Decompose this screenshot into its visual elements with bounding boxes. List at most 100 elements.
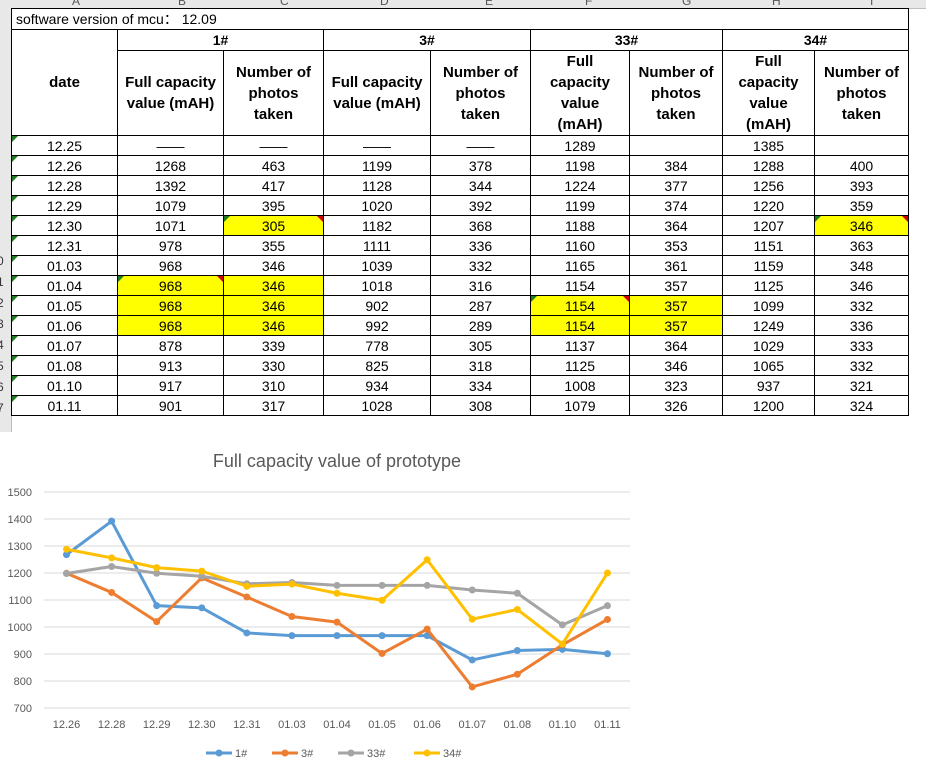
table-cell[interactable]: 1220 [722,195,815,216]
table-cell[interactable]: 1125 [530,355,630,376]
table-cell[interactable]: 463 [223,155,324,176]
table-cell[interactable]: 1151 [722,235,815,256]
table-cell[interactable]: 336 [814,315,909,336]
table-cell[interactable]: 1224 [530,175,630,196]
date-cell[interactable]: 01.08 [11,355,118,376]
table-cell[interactable]: 1018 [323,275,431,296]
table-cell[interactable]: 1137 [530,335,630,356]
table-cell[interactable]: 1159 [722,255,815,276]
table-cell[interactable]: —— [117,135,224,156]
table-cell[interactable]: 305 [223,215,324,236]
photos-header[interactable]: Number of photos taken [223,50,324,136]
date-cell[interactable]: 01.11 [11,395,118,416]
group-header[interactable]: 34# [722,29,909,51]
column-letter[interactable]: E [485,0,494,8]
table-cell[interactable]: 1028 [323,395,431,416]
table-cell[interactable]: —— [430,135,531,156]
table-cell[interactable]: 378 [430,155,531,176]
table-cell[interactable]: 305 [430,335,531,356]
table-cell[interactable]: 1154 [530,315,630,336]
table-cell[interactable]: 324 [814,395,909,416]
version-cell[interactable]: software version of mcu： 12.09 [11,8,909,30]
table-cell[interactable]: 968 [117,295,224,316]
photos-header[interactable]: Number of photos taken [814,50,909,136]
date-cell[interactable]: 12.29 [11,195,118,216]
table-cell[interactable]: 1199 [323,155,431,176]
column-letter[interactable]: G [682,0,692,8]
date-cell[interactable]: 12.25 [11,135,118,156]
table-cell[interactable]: 310 [223,375,324,396]
row-number[interactable]: 7 [0,401,4,415]
date-cell[interactable]: 12.26 [11,155,118,176]
table-cell[interactable]: 1071 [117,215,224,236]
table-cell[interactable]: 355 [223,235,324,256]
table-cell[interactable]: 992 [323,315,431,336]
table-cell[interactable]: 978 [117,235,224,256]
column-letter[interactable]: I [870,0,874,8]
table-cell[interactable]: 917 [117,375,224,396]
table-cell[interactable]: 395 [223,195,324,216]
table-cell[interactable]: 334 [430,375,531,396]
date-cell[interactable]: 12.31 [11,235,118,256]
row-number[interactable]: 6 [0,380,4,394]
table-cell[interactable]: 1111 [323,235,431,256]
table-cell[interactable]: 326 [629,395,723,416]
table-cell[interactable]: 1385 [722,135,815,156]
row-number[interactable]: 2 [0,296,4,310]
table-cell[interactable]: 400 [814,155,909,176]
table-cell[interactable]: 1125 [722,275,815,296]
column-letter[interactable]: H [772,0,781,8]
table-cell[interactable]: 393 [814,175,909,196]
capacity-header[interactable]: Full capacity value (mAH) [722,50,815,136]
table-cell[interactable]: 287 [430,295,531,316]
column-letter[interactable]: A [72,0,81,8]
group-header[interactable]: 33# [530,29,723,51]
column-letter[interactable]: D [380,0,389,8]
table-cell[interactable]: 1256 [722,175,815,196]
capacity-header[interactable]: Full capacity value (mAH) [323,50,431,136]
table-cell[interactable]: 323 [629,375,723,396]
table-cell[interactable]: 1154 [530,295,630,316]
table-cell[interactable]: 1154 [530,275,630,296]
date-header[interactable]: date [11,29,118,136]
table-cell[interactable]: 359 [814,195,909,216]
table-cell[interactable]: 346 [814,215,909,236]
table-cell[interactable]: 330 [223,355,324,376]
table-cell[interactable]: 1008 [530,375,630,396]
date-cell[interactable]: 01.03 [11,255,118,276]
table-cell[interactable]: 1200 [722,395,815,416]
table-cell[interactable]: 901 [117,395,224,416]
table-cell[interactable]: 308 [430,395,531,416]
table-cell[interactable]: 968 [117,315,224,336]
table-cell[interactable]: 346 [814,275,909,296]
table-cell[interactable]: 1198 [530,155,630,176]
group-header[interactable]: 1# [117,29,324,51]
table-cell[interactable]: 363 [814,235,909,256]
group-header[interactable]: 3# [323,29,531,51]
table-cell[interactable]: 902 [323,295,431,316]
table-cell[interactable]: 332 [814,355,909,376]
table-cell[interactable]: 333 [814,335,909,356]
table-cell[interactable]: 913 [117,355,224,376]
row-number[interactable]: 4 [0,338,4,352]
date-cell[interactable]: 12.28 [11,175,118,196]
row-number[interactable]: 1 [0,275,4,289]
column-letter[interactable]: B [178,0,187,8]
table-cell[interactable]: 348 [814,255,909,276]
table-cell[interactable]: 1065 [722,355,815,376]
table-cell[interactable]: 1188 [530,215,630,236]
table-cell[interactable]: 968 [117,275,224,296]
table-cell[interactable]: 346 [223,275,324,296]
table-cell[interactable]: 344 [430,175,531,196]
table-cell[interactable] [814,135,909,156]
table-cell[interactable] [629,135,723,156]
table-cell[interactable]: 321 [814,375,909,396]
table-cell[interactable]: 1199 [530,195,630,216]
table-cell[interactable]: 1249 [722,315,815,336]
table-cell[interactable]: 937 [722,375,815,396]
table-cell[interactable]: 968 [117,255,224,276]
table-cell[interactable]: 1039 [323,255,431,276]
table-cell[interactable]: 1165 [530,255,630,276]
capacity-header[interactable]: Full capacity value (mAH) [530,50,630,136]
table-cell[interactable]: 1099 [722,295,815,316]
